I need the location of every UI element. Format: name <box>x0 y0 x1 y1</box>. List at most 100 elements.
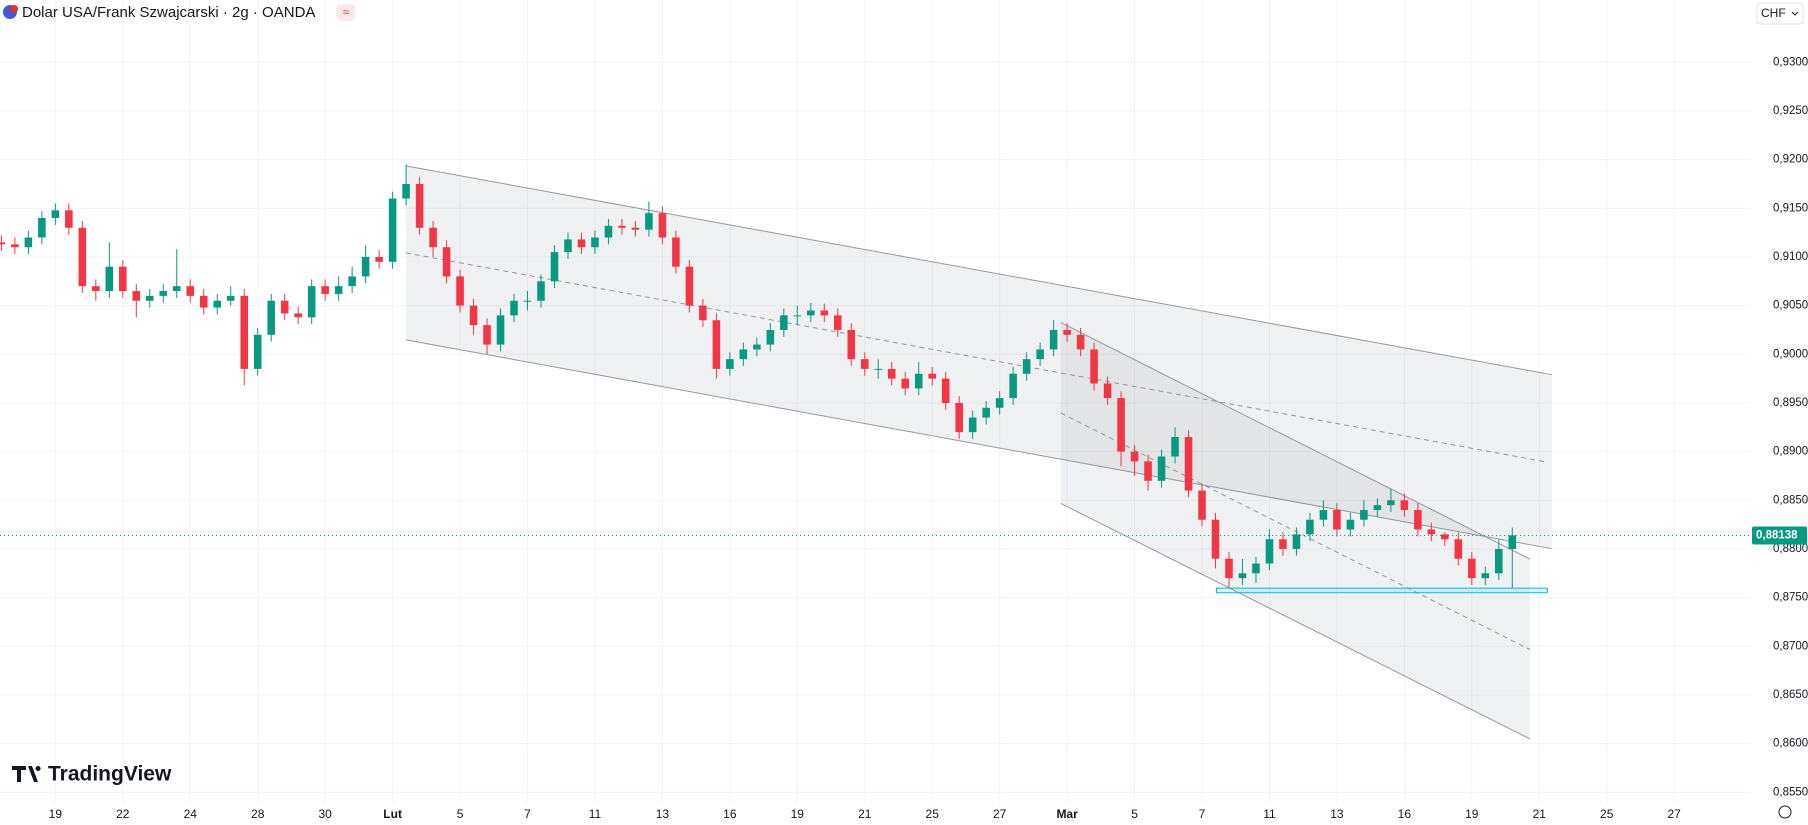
candle-body <box>1211 519 1220 559</box>
candle-body <box>955 402 963 433</box>
candle-body <box>753 344 761 350</box>
candle-body <box>1225 558 1233 579</box>
x-tick-label: 13 <box>656 807 670 821</box>
support-zone <box>1216 588 1547 593</box>
candle-body <box>1009 373 1017 399</box>
candle-body <box>834 315 842 330</box>
candle-body <box>968 417 977 433</box>
candle-body <box>780 315 788 330</box>
candle-body <box>1306 519 1314 535</box>
channel-midline <box>1061 413 1530 650</box>
x-tick-label: 21 <box>1533 807 1547 821</box>
candle-body <box>226 295 235 301</box>
candle-body <box>240 295 248 369</box>
x-tick-label: 11 <box>1263 807 1276 821</box>
candle-body <box>1495 548 1503 574</box>
currency-button[interactable] <box>1756 2 1804 25</box>
candle-body <box>132 291 141 301</box>
x-tick-label: 28 <box>251 807 265 821</box>
candle-body <box>1319 510 1328 520</box>
candle-body <box>1468 558 1476 579</box>
candle-body <box>119 266 127 292</box>
candle-body <box>1373 505 1382 511</box>
x-tick-label: 25 <box>1600 807 1614 821</box>
candle-body <box>537 281 545 301</box>
x-tick-label: 7 <box>524 807 531 821</box>
candle-body <box>213 300 222 308</box>
candle-body <box>604 225 613 238</box>
logo-icon <box>12 766 41 782</box>
x-tick-label: 5 <box>1131 807 1138 821</box>
candle-body <box>280 300 289 314</box>
candle-body <box>1414 510 1422 530</box>
candle-body <box>361 256 370 277</box>
x-tick-label: 27 <box>993 807 1007 821</box>
candle-body <box>820 310 829 316</box>
candle-body <box>253 334 262 369</box>
candle-body <box>726 359 734 369</box>
candle-body <box>618 225 626 228</box>
candle-body <box>1238 573 1247 579</box>
candle-body <box>11 244 19 248</box>
candle-body <box>1508 535 1517 549</box>
candle-body <box>712 320 721 369</box>
candle-body <box>887 368 896 379</box>
settings-icon[interactable] <box>1778 805 1792 819</box>
candle-body <box>159 291 168 296</box>
candle-body <box>793 315 802 317</box>
x-tick-label: 25 <box>926 807 940 821</box>
candle-body <box>0 242 6 245</box>
candle-body <box>658 213 667 238</box>
candle-body <box>1130 451 1139 462</box>
candle-body <box>456 276 464 306</box>
candle-body <box>1346 519 1355 530</box>
x-tick-label: 13 <box>1330 807 1344 821</box>
dropdown-icon <box>1791 11 1799 16</box>
candle-body <box>348 276 356 287</box>
candle-body <box>172 286 181 292</box>
x-tick-label: 21 <box>858 807 872 821</box>
candle-body <box>523 300 532 302</box>
candle-body <box>1171 437 1179 457</box>
candle-body <box>1157 456 1166 481</box>
candle-body <box>442 247 451 277</box>
candle-body <box>415 183 424 228</box>
candle-body <box>631 227 640 230</box>
x-tick-label: 7 <box>1199 807 1206 821</box>
candle-body <box>1387 500 1395 506</box>
candle-body <box>1036 349 1044 360</box>
channel-fill <box>1060 322 1531 739</box>
time-axis <box>0 803 1808 825</box>
candle-body <box>92 286 100 292</box>
channel-line <box>406 166 1552 375</box>
channel-midline <box>406 253 1545 462</box>
last-price-badge <box>1752 526 1807 545</box>
candle-body <box>186 286 195 296</box>
candle-body <box>1292 534 1301 549</box>
status-icon: ≈ <box>343 5 350 19</box>
candle-body <box>199 295 208 308</box>
candle-body <box>1400 500 1409 511</box>
candle-body <box>1427 529 1436 535</box>
candle-body <box>469 305 478 326</box>
candle-body <box>267 300 275 335</box>
candle-body <box>914 373 923 389</box>
candle-body <box>1049 329 1058 350</box>
candle-body <box>1076 334 1085 350</box>
candle-body <box>1022 359 1031 374</box>
